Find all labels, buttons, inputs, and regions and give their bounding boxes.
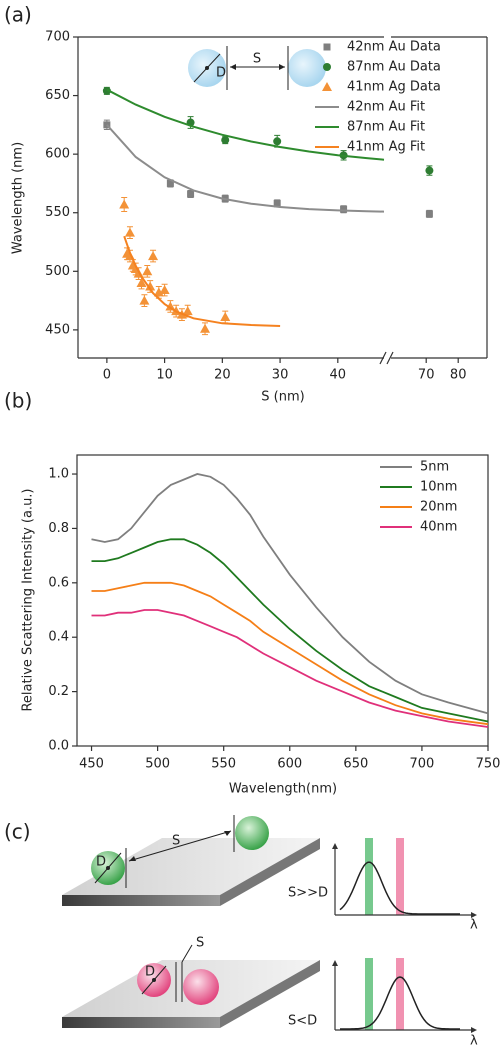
diagram-label: S<D — [288, 1014, 317, 1029]
fit-line — [106, 88, 385, 161]
x-tick-label: 80 — [450, 368, 467, 383]
diagram-label: D — [96, 855, 106, 870]
point — [139, 295, 150, 305]
y-tick-label: 450 — [45, 322, 70, 337]
diagram-label: λ — [470, 1034, 478, 1049]
x-tick-label: 0 — [103, 368, 111, 383]
legend-marker — [323, 43, 331, 51]
legend-marker — [323, 63, 331, 71]
y-tick-label: 1.0 — [48, 467, 69, 482]
point — [148, 251, 159, 261]
plot-frame — [76, 454, 489, 747]
inset: D S — [188, 46, 326, 90]
x-tick-label: 30 — [272, 368, 289, 383]
y-tick-label: 0.0 — [48, 739, 69, 754]
inset-label: D — [216, 66, 226, 81]
point — [200, 323, 211, 333]
y-tick-label: 0.4 — [48, 630, 69, 645]
point — [153, 287, 164, 297]
y-axis-title: Relative Scattering Intensity (a.u.) — [21, 488, 36, 711]
point — [273, 199, 281, 207]
point — [221, 136, 230, 145]
diagram-top: D S S>>D λ — [62, 815, 478, 933]
y-tick-label: 500 — [45, 264, 70, 279]
y-axis-title: Wavelength (nm) — [11, 142, 26, 254]
point — [187, 190, 195, 198]
legend-label: 42nm Au Fit — [347, 100, 425, 115]
series-line — [91, 538, 489, 723]
y-tick-label: 0.2 — [48, 684, 69, 699]
point — [165, 301, 176, 311]
fit-line — [106, 124, 385, 213]
x-axis-title: Wavelength(nm) — [229, 782, 337, 797]
diagram-bottom: D S S<D λ — [62, 936, 478, 1049]
y-tick-label: 0.8 — [48, 521, 69, 536]
legend-marker — [322, 82, 332, 91]
y-tick-label: 0.6 — [48, 575, 69, 590]
axis-break — [379, 351, 394, 365]
legend-label: 87nm Au Fit — [347, 120, 425, 135]
y-tick-label: 650 — [45, 88, 70, 103]
point — [103, 121, 111, 129]
inset-label: S — [253, 52, 261, 67]
series-line — [91, 581, 489, 726]
y-tick-label: 600 — [45, 147, 70, 162]
x-tick-label: 20 — [214, 368, 231, 383]
panel-label: (a) — [4, 3, 32, 27]
x-tick-label: 10 — [156, 368, 173, 383]
point — [136, 278, 147, 288]
point — [340, 205, 348, 213]
x-tick-label: 70 — [418, 368, 435, 383]
diagram-label: S — [196, 936, 204, 951]
point — [119, 199, 130, 209]
x-tick-label: 700 — [410, 757, 435, 772]
fit-line — [123, 235, 281, 327]
x-tick-label: 750 — [476, 757, 501, 772]
legend-label: 41nm Ag Fit — [347, 140, 425, 155]
legend-label: 42nm Au Data — [347, 40, 441, 55]
x-tick-label: 600 — [277, 757, 302, 772]
point — [425, 210, 433, 218]
diagram-label: λ — [470, 918, 478, 933]
legend-label: 5nm — [420, 460, 449, 475]
x-tick-label: 650 — [343, 757, 368, 772]
x-tick-label: 500 — [145, 757, 170, 772]
point — [102, 86, 111, 95]
point — [425, 166, 434, 175]
legend-label: 20nm — [420, 500, 457, 515]
point — [124, 227, 135, 237]
x-tick-label: 40 — [330, 368, 347, 383]
y-tick-label: 550 — [45, 205, 70, 220]
diagram-label: S — [172, 834, 180, 849]
point — [145, 281, 156, 291]
point — [273, 137, 282, 146]
x-tick-label: 550 — [211, 757, 236, 772]
diagram-label: D — [145, 965, 155, 980]
point — [166, 179, 174, 187]
series-line — [91, 609, 489, 728]
x-axis-title: S (nm) — [261, 390, 304, 405]
series-line — [91, 473, 489, 715]
x-tick-label: 450 — [79, 757, 104, 772]
legend-label: 10nm — [420, 480, 457, 495]
diagram-label: S>>D — [288, 886, 328, 901]
y-tick-label: 700 — [45, 30, 70, 45]
point — [182, 306, 193, 316]
legend-label: 40nm — [420, 520, 457, 535]
point — [220, 311, 231, 321]
legend-label: 41nm Ag Data — [347, 80, 441, 95]
legend-label: 87nm Au Data — [347, 60, 441, 75]
point — [142, 266, 153, 276]
panel-label: (c) — [4, 820, 31, 844]
point — [159, 285, 170, 295]
panel-label: (b) — [4, 389, 32, 413]
